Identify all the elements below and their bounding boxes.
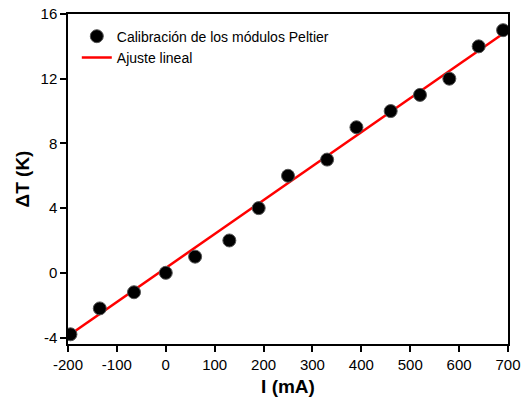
svg-text:-200: -200 [53, 356, 83, 373]
svg-text:-100: -100 [102, 356, 132, 373]
svg-text:400: 400 [349, 356, 374, 373]
svg-text:-4: -4 [44, 329, 57, 346]
svg-text:500: 500 [398, 356, 423, 373]
svg-text:300: 300 [300, 356, 325, 373]
svg-text:700: 700 [495, 356, 520, 373]
svg-text:200: 200 [251, 356, 276, 373]
svg-text:0: 0 [49, 264, 57, 281]
svg-text:16: 16 [41, 5, 58, 22]
svg-text:100: 100 [202, 356, 227, 373]
svg-text:0: 0 [162, 356, 170, 373]
svg-text:12: 12 [41, 70, 58, 87]
svg-text:Calibración de los módulos Pel: Calibración de los módulos Peltier [117, 29, 329, 45]
svg-text:4: 4 [49, 199, 57, 216]
svg-text:I (mA): I (mA) [261, 376, 315, 397]
svg-text:8: 8 [49, 135, 57, 152]
svg-text:ΔT (K): ΔT (K) [12, 151, 33, 208]
svg-text:Ajuste lineal: Ajuste lineal [117, 50, 193, 66]
svg-text:600: 600 [447, 356, 472, 373]
